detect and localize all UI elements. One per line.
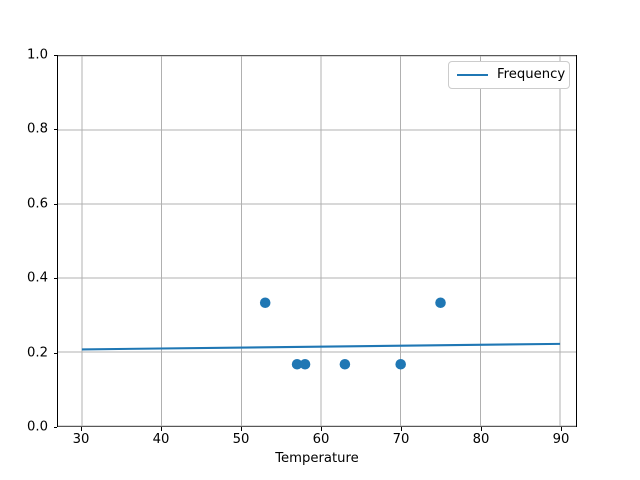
y-tick-mark: [53, 352, 57, 354]
x-tick-label: 30: [72, 432, 90, 447]
y-tick-mark: [53, 129, 57, 131]
data-point: [299, 358, 311, 370]
y-tick-label: 0.4: [27, 270, 48, 286]
data-series-layer: [81, 297, 561, 370]
x-tick-mark: [561, 427, 562, 431]
data-point: [435, 297, 446, 309]
plot-area: [57, 55, 577, 427]
y-tick-label: 1.0: [27, 47, 48, 63]
y-tick-mark: [53, 55, 57, 56]
x-tick-mark: [481, 427, 482, 431]
x-tick-label: 60: [312, 432, 330, 447]
y-tick-mark: [53, 203, 57, 205]
x-tick-label: 80: [472, 432, 490, 447]
y-tick-mark: [53, 427, 57, 428]
x-tick-label: 70: [392, 432, 410, 447]
x-tick-mark: [241, 427, 242, 431]
legend: Frequency: [448, 61, 570, 89]
y-tick-label: 0.2: [27, 344, 48, 360]
series-line-frequency: [81, 342, 561, 351]
data-point: [395, 358, 406, 370]
y-tick-label: 0.8: [27, 121, 48, 137]
x-tick-label: 90: [552, 432, 570, 447]
gridlines: [58, 55, 576, 427]
x-tick-mark: [81, 427, 82, 431]
legend-label-frequency: Frequency: [497, 67, 566, 83]
legend-swatch-frequency: [457, 73, 488, 77]
data-point: [259, 297, 271, 309]
x-tick-mark: [321, 427, 322, 431]
y-tick-mark: [53, 278, 57, 280]
y-tick-label: 0.6: [27, 196, 48, 212]
y-tick-label: 0.0: [27, 419, 48, 435]
x-tick-mark: [161, 427, 162, 431]
x-axis-label: Temperature: [275, 451, 359, 466]
data-point: [291, 358, 303, 370]
x-tick-label: 50: [232, 432, 250, 447]
data-point: [339, 358, 351, 370]
x-tick-mark: [401, 427, 402, 431]
x-tick-label: 40: [152, 432, 170, 447]
